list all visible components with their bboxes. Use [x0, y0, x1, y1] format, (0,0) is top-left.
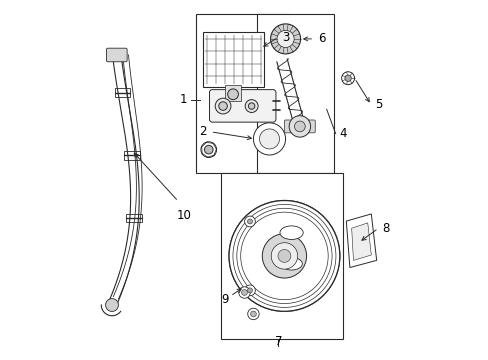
Circle shape — [238, 287, 250, 298]
Text: 6: 6 — [317, 32, 325, 45]
Circle shape — [247, 308, 259, 320]
Text: 9: 9 — [221, 293, 228, 306]
Bar — [224, 85, 241, 102]
FancyBboxPatch shape — [284, 120, 315, 133]
Circle shape — [250, 311, 256, 317]
Circle shape — [344, 75, 350, 81]
Circle shape — [270, 24, 300, 54]
Text: 5: 5 — [374, 99, 382, 112]
Circle shape — [244, 100, 258, 112]
Bar — [126, 214, 142, 222]
Text: 1: 1 — [180, 93, 187, 106]
Circle shape — [248, 103, 254, 109]
Text: 7: 7 — [274, 335, 282, 348]
Ellipse shape — [280, 226, 303, 239]
Circle shape — [294, 121, 305, 132]
Text: 10: 10 — [176, 208, 191, 221]
Text: 3: 3 — [282, 31, 289, 44]
Bar — [196, 14, 288, 173]
Circle shape — [241, 290, 247, 296]
Circle shape — [271, 243, 297, 269]
Text: 4: 4 — [339, 127, 346, 140]
Circle shape — [259, 129, 279, 149]
Bar — [114, 88, 130, 97]
Circle shape — [218, 102, 227, 111]
FancyBboxPatch shape — [106, 48, 127, 62]
Circle shape — [227, 89, 238, 100]
Circle shape — [278, 249, 290, 262]
Circle shape — [288, 116, 310, 137]
Circle shape — [228, 201, 339, 311]
Circle shape — [247, 288, 252, 293]
Polygon shape — [351, 223, 370, 260]
Circle shape — [201, 142, 216, 157]
Bar — [124, 151, 140, 159]
Circle shape — [276, 30, 294, 48]
Bar — [203, 32, 264, 87]
Circle shape — [247, 219, 252, 224]
Bar — [257, 14, 333, 173]
Ellipse shape — [280, 257, 302, 270]
Circle shape — [244, 216, 255, 227]
Circle shape — [341, 72, 354, 85]
Circle shape — [228, 201, 339, 311]
Text: 8: 8 — [381, 222, 388, 235]
FancyBboxPatch shape — [209, 90, 275, 122]
Circle shape — [253, 123, 285, 155]
Polygon shape — [346, 214, 376, 267]
Bar — [221, 173, 342, 339]
Circle shape — [262, 234, 306, 278]
Circle shape — [244, 285, 255, 296]
Circle shape — [215, 98, 230, 114]
Circle shape — [105, 298, 118, 311]
Text: 2: 2 — [199, 125, 206, 138]
Circle shape — [204, 145, 213, 154]
